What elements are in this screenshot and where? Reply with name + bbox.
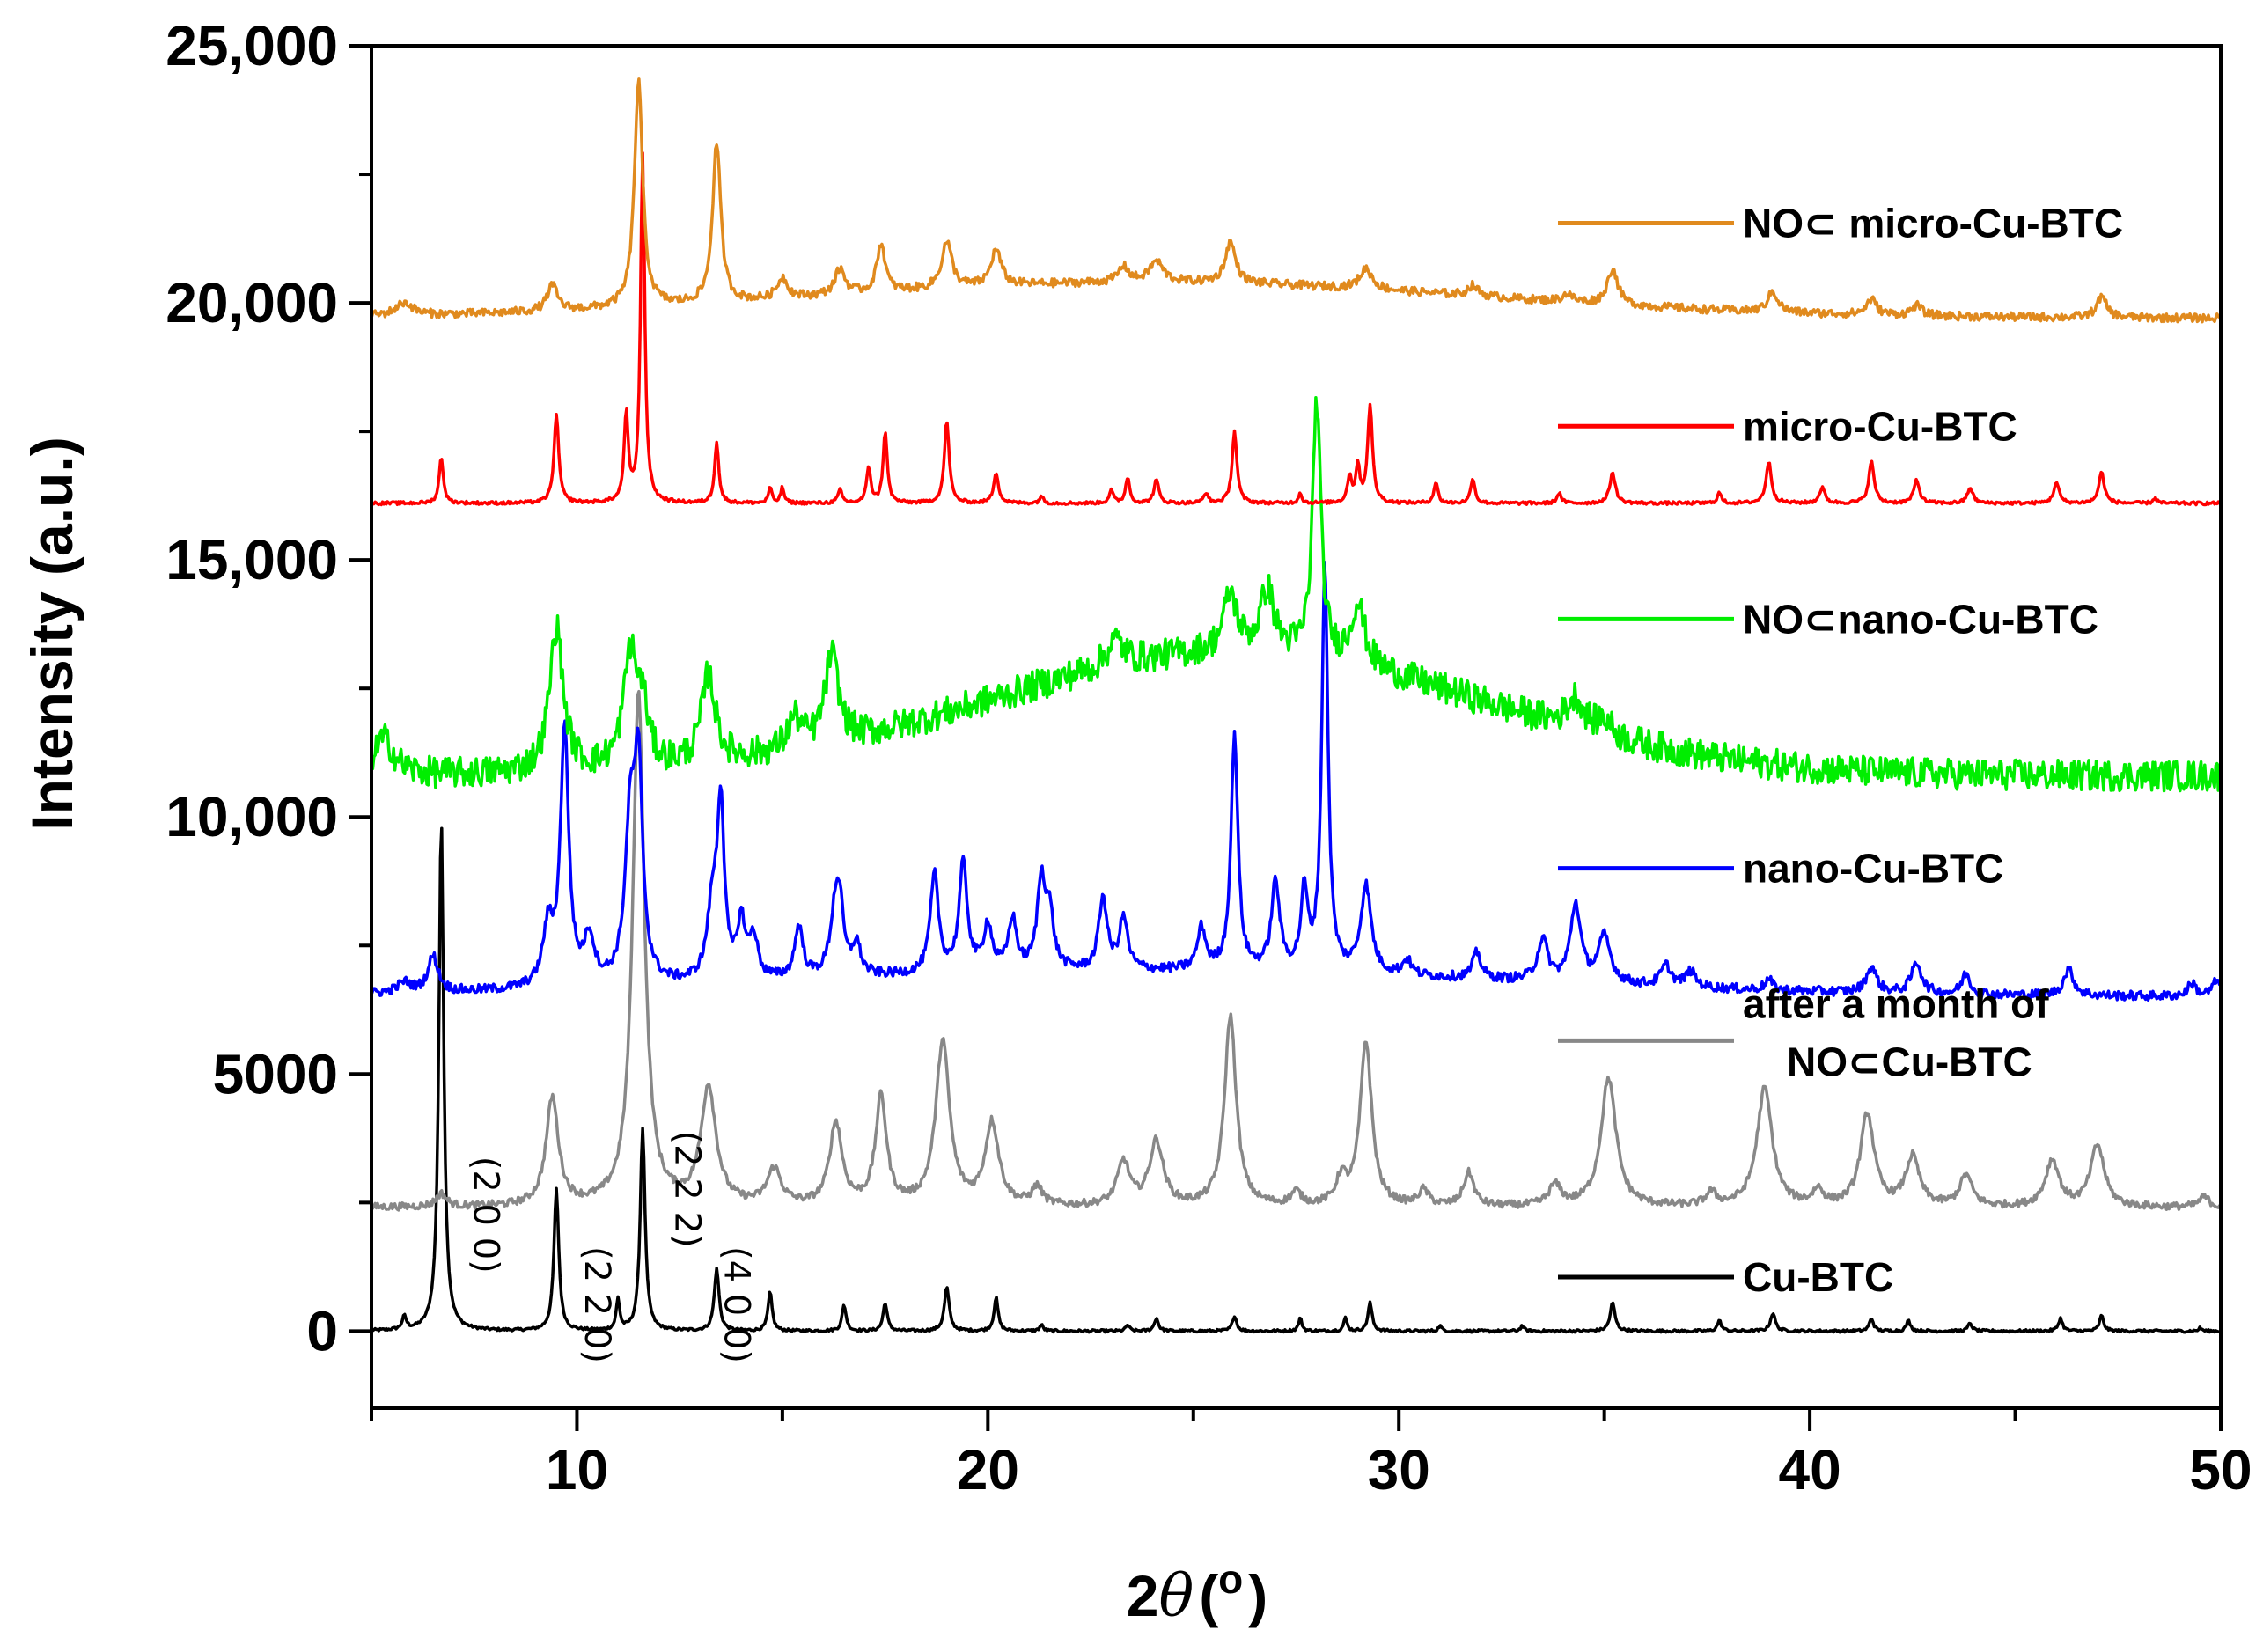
- x-axis-title-open: (: [1199, 1563, 1218, 1628]
- legend-entry: micro-Cu-BTC: [1558, 403, 2017, 449]
- y-tick-label: 15,000: [165, 528, 338, 591]
- axis-ticks: 0 5000 10,000 15,000 20,000 25,000 10 20 30 40 50: [165, 14, 2252, 1501]
- series-layer: [370, 77, 2223, 1334]
- legend-label: NO⊂ micro-Cu-BTC: [1743, 201, 2123, 246]
- peak-annotation: (2 2 0): [577, 1246, 617, 1363]
- legend-entry: after a month of NO⊂Cu-BTC: [1558, 980, 2049, 1084]
- plot-frame: [370, 44, 2223, 1410]
- legend-entry: NO⊂ micro-Cu-BTC: [1558, 201, 2123, 246]
- series-line-cu-btc: [370, 826, 2222, 1334]
- legend-label: nano-Cu-BTC: [1743, 846, 2003, 892]
- series-line-no-micro-cu-btc: [370, 77, 2223, 324]
- legend-entry: Cu-BTC: [1558, 1254, 1893, 1300]
- legend-label: NO⊂nano-Cu-BTC: [1743, 596, 2098, 642]
- x-tick-label: 20: [957, 1438, 1019, 1501]
- y-tick-label: 20,000: [165, 271, 338, 334]
- x-tick-label: 40: [1779, 1438, 1841, 1501]
- y-tick-label: 10,000: [165, 785, 338, 848]
- legend-label: micro-Cu-BTC: [1743, 403, 2017, 449]
- peak-annotation: (2 2 2): [666, 1131, 707, 1248]
- y-axis-title: Intensity (a.u.): [19, 437, 84, 830]
- legend-label: Cu-BTC: [1743, 1254, 1893, 1300]
- legend-entry: NO⊂nano-Cu-BTC: [1558, 596, 2098, 642]
- x-tick-label: 10: [546, 1438, 608, 1501]
- peak-annotations: (2 0 0) (2 2 0) (2 2 2)(4 0 0): [466, 1131, 757, 1363]
- peak-annotation: (2 0 0): [466, 1156, 506, 1274]
- legend: NO⊂ micro-Cu-BTC micro-Cu-BTC NO⊂nano-Cu-B…: [1558, 201, 2123, 1300]
- peak-annotation: (4 0 0): [716, 1246, 757, 1363]
- series-line-after-a-month-of-no-cu-btc: [370, 689, 2223, 1212]
- x-axis-title-theta: θ: [1158, 1562, 1194, 1630]
- series-line-micro-cu-btc: [371, 151, 2223, 507]
- x-tick-label: 50: [2189, 1438, 2252, 1501]
- y-tick-label: 25,000: [165, 14, 338, 77]
- series-line-no-nano-cu-btc: [370, 395, 2223, 793]
- series-line-nano-cu-btc: [370, 560, 2223, 1002]
- legend-label: after a month of: [1743, 980, 2049, 1026]
- y-tick-label: 0: [306, 1299, 338, 1362]
- x-axis-title-2: 2: [1127, 1563, 1159, 1628]
- x-axis-title: 2θ(o): [1127, 1556, 1268, 1630]
- legend-entry: nano-Cu-BTC: [1558, 846, 2003, 892]
- legend-label: NO⊂Cu-BTC: [1787, 1039, 2032, 1084]
- x-tick-label: 30: [1368, 1438, 1430, 1501]
- y-tick-label: 5000: [213, 1042, 338, 1105]
- x-axis-title-degree: o: [1218, 1556, 1243, 1602]
- x-axis-title-close: ): [1248, 1563, 1267, 1628]
